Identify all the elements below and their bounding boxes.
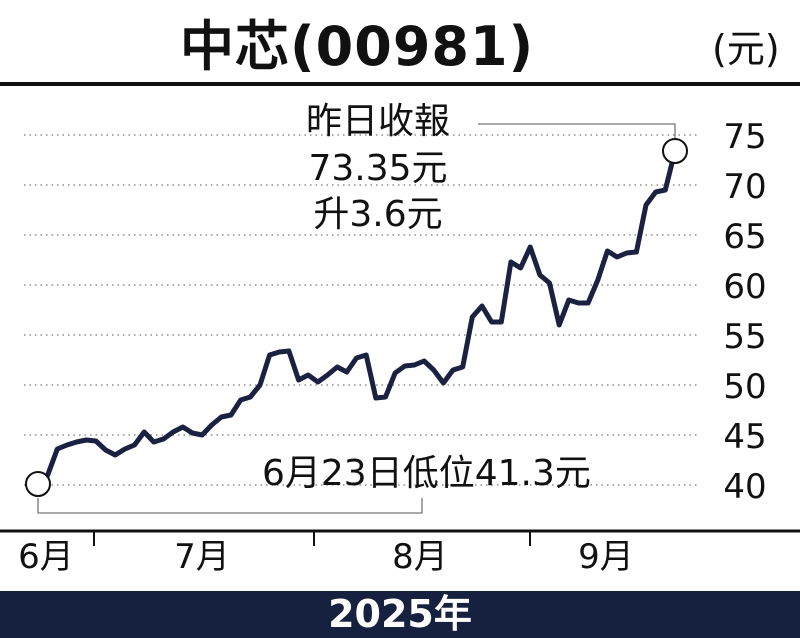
y-tick-label: 40: [723, 467, 766, 507]
close-point-marker: [662, 138, 688, 164]
chart-title: 中芯(00981): [180, 15, 535, 78]
close-annotation-line: 73.35元: [308, 148, 447, 189]
x-tick-label: 9月: [578, 537, 634, 577]
close-annotation-line: 昨日收報: [306, 101, 450, 142]
y-tick-label: 45: [723, 417, 766, 457]
x-tick-label: 7月: [174, 537, 230, 577]
y-tick-label: 60: [723, 267, 766, 307]
y-tick-label: 75: [723, 117, 766, 157]
y-tick-label: 65: [723, 217, 766, 257]
series-layer: [25, 138, 688, 497]
price-line: [35, 148, 678, 487]
close-annotation-line: 升3.6元: [313, 194, 442, 235]
low-annotation: 6月23日低位41.3元: [262, 453, 591, 494]
y-axis: 40 45 50 55 60 65 70 75: [723, 117, 766, 507]
y-tick-label: 70: [723, 167, 766, 207]
footer-year: 2025年: [328, 592, 472, 636]
x-tick-label: 8月: [392, 537, 448, 577]
footer-bar: 2025年: [0, 591, 800, 638]
y-tick-label: 50: [723, 367, 766, 407]
y-unit-label: (元): [712, 27, 780, 71]
y-tick-label: 55: [723, 317, 766, 357]
x-tick-label: 6月: [18, 537, 74, 577]
low-point-marker: [25, 471, 51, 497]
top-rule: [0, 82, 800, 86]
close-leader-line: [478, 123, 676, 139]
low-leader-line: [37, 498, 423, 514]
x-axis: 6月 7月 8月 9月: [0, 529, 800, 577]
